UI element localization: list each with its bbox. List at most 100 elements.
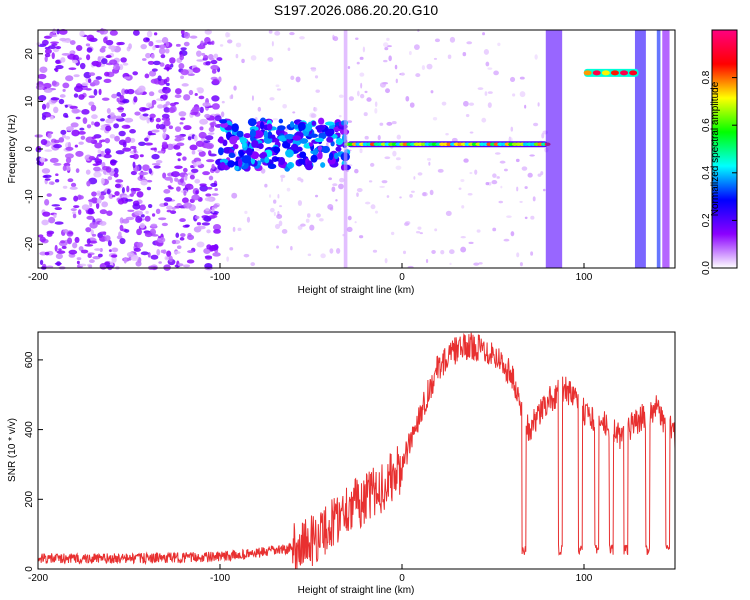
spectrogram-noise-mark [116,42,122,46]
spectrogram-faint-mark [251,95,254,101]
spectrogram-upper-tone-mark [592,70,601,76]
spectrogram-noise-mark [187,172,196,176]
spectrogram-faint-mark [409,193,413,198]
spectrogram-noise-mark [146,30,153,38]
spectrogram-noise-mark [118,139,127,146]
spectrogram-band-mark [251,140,259,148]
spectrogram-noise-mark [216,57,223,61]
spectrogram-noise-mark [101,139,106,143]
spectrogram-noise-mark [114,135,120,142]
spectrogram-noise-mark [166,82,170,87]
spectrogram-noise-mark [135,216,143,223]
spectrogram-noise-mark [180,29,185,35]
spectrogram-noise-mark [203,140,211,143]
spectrogram-noise-mark [72,59,79,64]
spectrogram-faint-mark [287,47,291,51]
spectrogram-noise-mark [109,112,115,117]
spectrogram-noise-mark [189,35,198,39]
spectrogram-noise-mark [146,186,152,191]
spectrogram-noise-mark [55,46,62,50]
spectrogram-noise-mark [59,197,67,202]
spectrogram-noise-mark [38,94,47,102]
spectrogram-faint-mark [404,222,410,227]
spectrogram-noise-mark [148,91,155,97]
spectrogram-noise-mark [99,47,106,53]
spectrogram-noise-mark [195,161,202,166]
spectrogram-faint-mark [354,221,357,224]
spectrogram-faint-mark [469,131,474,134]
spectrogram-faint-mark [368,180,373,183]
spectrogram-faint-mark [356,61,360,65]
colorbar-ticks: 0.0 0.2 0.4 0.6 0.8 [701,70,737,275]
spectrogram-band-mark [317,145,323,151]
spectrogram-faint-mark [220,111,225,118]
spectrogram-noise-mark [173,251,181,254]
spectrogram-noise-mark [115,179,124,183]
spectrogram-noise-mark [84,243,94,247]
spectrogram-noise-mark [95,160,102,166]
spectrogram-noise-mark [43,174,52,178]
spectrogram-faint-mark [481,117,487,123]
spectrogram-faint-mark [541,132,545,139]
spectrogram-noise-mark [214,187,218,191]
spectrogram-band-mark [236,130,244,138]
spectrogram-noise-mark [60,57,66,63]
spectrogram-faint-mark [509,76,516,83]
spectrogram-faint-mark [432,117,438,121]
spectrogram-noise-mark [62,185,68,189]
spectrogram-noise-mark [111,194,116,198]
spectrogram-faint-mark [272,118,279,121]
spectrogram-noise-mark [189,174,195,180]
spectrogram-faint-mark [381,180,388,184]
spectrogram-noise-mark [148,168,153,175]
spectrogram-faint-mark [417,172,423,176]
spectrogram-noise-mark [97,56,101,63]
spectrogram-noise-mark [110,46,115,53]
spectrogram-noise-mark [88,199,96,203]
spectrogram-band-mark [258,152,268,159]
spectrogram-streak-mark [634,30,646,268]
spectrogram-noise-mark [78,246,84,252]
spectrogram-noise-mark [163,189,171,194]
spectrogram-noise-mark [168,107,176,114]
spectrogram-noise-mark [132,29,140,36]
spectrogram-faint-mark [229,95,232,100]
y-tick-label: 10 [24,95,35,107]
spectrogram-noise-mark [136,191,144,198]
spectrogram-faint-mark [356,90,360,97]
spectrogram-noise-mark [100,124,107,129]
spectrogram-noise-mark [91,191,97,197]
spectrogram-y-ticks: -20 -10 0 10 20 [24,48,43,251]
spectrogram-noise-mark [158,123,166,130]
spectrogram-faint-mark [426,63,433,70]
spectrogram-faint-mark [408,50,412,56]
spectrogram-faint-mark [487,91,493,94]
spectrogram-faint-mark [290,75,295,81]
spectrogram-noise-mark [46,102,50,109]
spectrogram-faint-mark [372,249,378,253]
spectrogram-noise-mark [100,118,105,122]
spectrogram-faint-mark [332,183,338,187]
spectrogram-noise-mark [123,257,127,264]
spectrogram-band-mark [278,118,284,124]
spectrogram-faint-mark [377,135,381,141]
spectrogram-noise-mark [74,236,80,243]
spectrogram-band-mark [321,145,331,154]
spectrogram-noise-mark [86,180,91,187]
spectrogram-faint-mark [290,246,293,251]
spectrogram-noise-mark [132,71,139,76]
spectrogram-faint-mark [516,252,520,258]
spectrogram-noise-mark [104,261,111,266]
spectrogram-faint-mark [358,235,364,239]
spectrogram-noise-mark [54,207,62,211]
spectrogram-noise-mark [68,249,78,255]
spectrogram-faint-mark [226,256,229,262]
spectrogram-noise-mark [169,177,174,184]
spectrogram-faint-mark [305,218,310,223]
spectrogram-noise-mark [204,197,213,202]
spectrogram-noise-mark [50,97,60,101]
spectrogram-faint-mark [335,199,338,202]
spectrogram-faint-mark [415,73,421,78]
spectrogram-noise-mark [196,225,206,230]
spectrogram-faint-mark [364,90,368,94]
